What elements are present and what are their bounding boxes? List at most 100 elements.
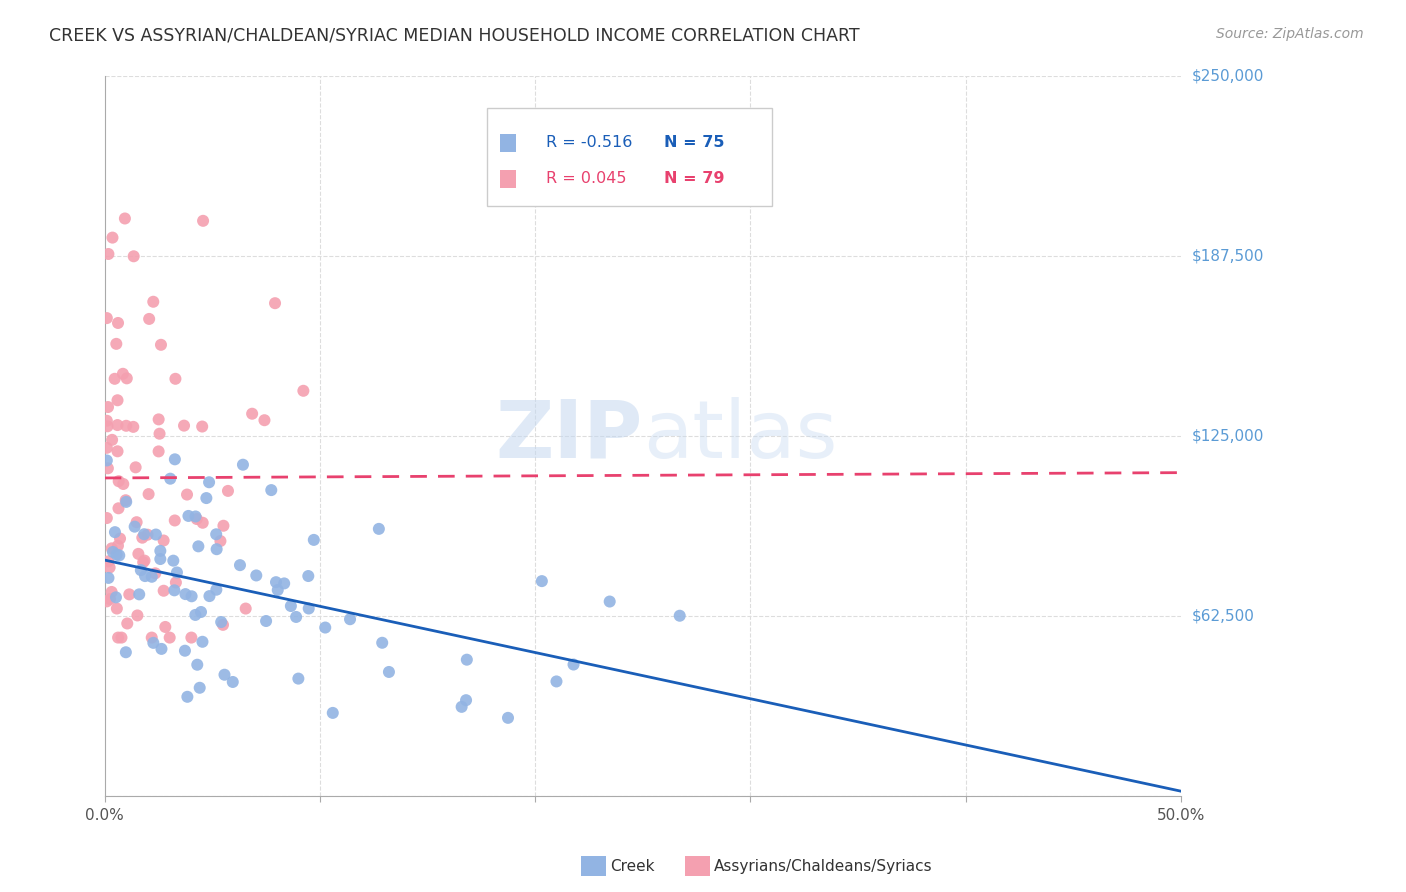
Point	[101, 433, 124, 447]
Point	[105, 548, 128, 562]
Point	[118, 587, 141, 601]
Text: R = 0.045: R = 0.045	[546, 171, 627, 186]
Point	[152, 583, 174, 598]
Point	[149, 552, 172, 566]
Point	[209, 615, 232, 629]
Text: Creek: Creek	[610, 859, 655, 873]
Point	[141, 570, 163, 584]
Point	[240, 407, 263, 421]
Point	[100, 541, 122, 556]
Point	[191, 516, 214, 530]
Text: CREEK VS ASSYRIAN/CHALDEAN/SYRIAC MEDIAN HOUSEHOLD INCOME CORRELATION CHART: CREEK VS ASSYRIAN/CHALDEAN/SYRIAC MEDIAN…	[49, 27, 860, 45]
Point	[214, 667, 236, 681]
Point	[371, 636, 394, 650]
Point	[191, 634, 214, 648]
Text: atlas: atlas	[643, 397, 837, 475]
Point	[232, 458, 254, 472]
Point	[107, 539, 129, 553]
Point	[456, 653, 478, 667]
Point	[180, 631, 202, 645]
Point	[98, 592, 121, 607]
Point	[209, 534, 232, 549]
Point	[115, 495, 138, 509]
Text: $62,500: $62,500	[1192, 608, 1256, 624]
Bar	[499, 134, 516, 152]
Point	[134, 527, 156, 541]
Point	[104, 525, 127, 540]
Point	[378, 665, 401, 679]
Point	[104, 372, 127, 386]
Point	[115, 645, 138, 659]
Point	[108, 549, 131, 563]
Point	[124, 460, 146, 475]
Point	[96, 441, 118, 455]
Point	[163, 452, 186, 467]
Point	[134, 553, 156, 567]
Point	[97, 571, 120, 585]
Point	[180, 589, 202, 603]
Point	[96, 594, 118, 608]
Point	[149, 544, 172, 558]
Point	[138, 487, 160, 501]
Text: N = 75: N = 75	[665, 136, 725, 151]
Point	[668, 608, 690, 623]
Y-axis label: Median Household Income: Median Household Income	[0, 334, 7, 537]
Point	[134, 569, 156, 583]
Point	[176, 690, 198, 704]
Point	[245, 568, 267, 582]
Point	[186, 512, 208, 526]
Text: $250,000: $250,000	[1192, 69, 1264, 84]
Point	[132, 555, 155, 569]
Bar	[499, 169, 516, 187]
Point	[107, 444, 129, 458]
Point	[190, 605, 212, 619]
Point	[104, 591, 127, 605]
Point	[212, 618, 235, 632]
Point	[530, 574, 553, 588]
Point	[96, 511, 118, 525]
Point	[496, 711, 519, 725]
Point	[314, 621, 336, 635]
Point	[141, 631, 163, 645]
Point	[280, 599, 302, 613]
Point	[117, 616, 139, 631]
Point	[198, 475, 221, 490]
Point	[191, 419, 214, 434]
Point	[562, 657, 585, 672]
Point	[339, 612, 361, 626]
Point	[96, 414, 118, 428]
Point	[198, 589, 221, 603]
Point	[112, 477, 135, 491]
Point	[260, 483, 283, 497]
Point	[173, 418, 195, 433]
Point	[285, 610, 308, 624]
Point	[176, 487, 198, 501]
Point	[222, 675, 245, 690]
Point	[287, 672, 309, 686]
Point	[163, 583, 186, 598]
Point	[298, 601, 321, 615]
Point	[159, 631, 181, 645]
Point	[253, 413, 276, 427]
Point	[148, 412, 170, 426]
Point	[546, 674, 568, 689]
Point	[110, 631, 132, 645]
Point	[195, 491, 218, 505]
Point	[125, 515, 148, 529]
Point	[267, 582, 290, 597]
Point	[191, 214, 214, 228]
Point	[264, 575, 287, 590]
Text: Source: ZipAtlas.com: Source: ZipAtlas.com	[1216, 27, 1364, 41]
FancyBboxPatch shape	[486, 109, 772, 206]
Text: $187,500: $187,500	[1192, 249, 1264, 263]
Point	[292, 384, 315, 398]
Point	[148, 444, 170, 458]
Point	[174, 587, 197, 601]
Point	[105, 336, 128, 351]
Point	[111, 367, 134, 381]
Point	[136, 527, 159, 541]
Point	[96, 419, 118, 434]
Point	[297, 569, 319, 583]
Point	[205, 527, 228, 541]
Point	[159, 472, 181, 486]
